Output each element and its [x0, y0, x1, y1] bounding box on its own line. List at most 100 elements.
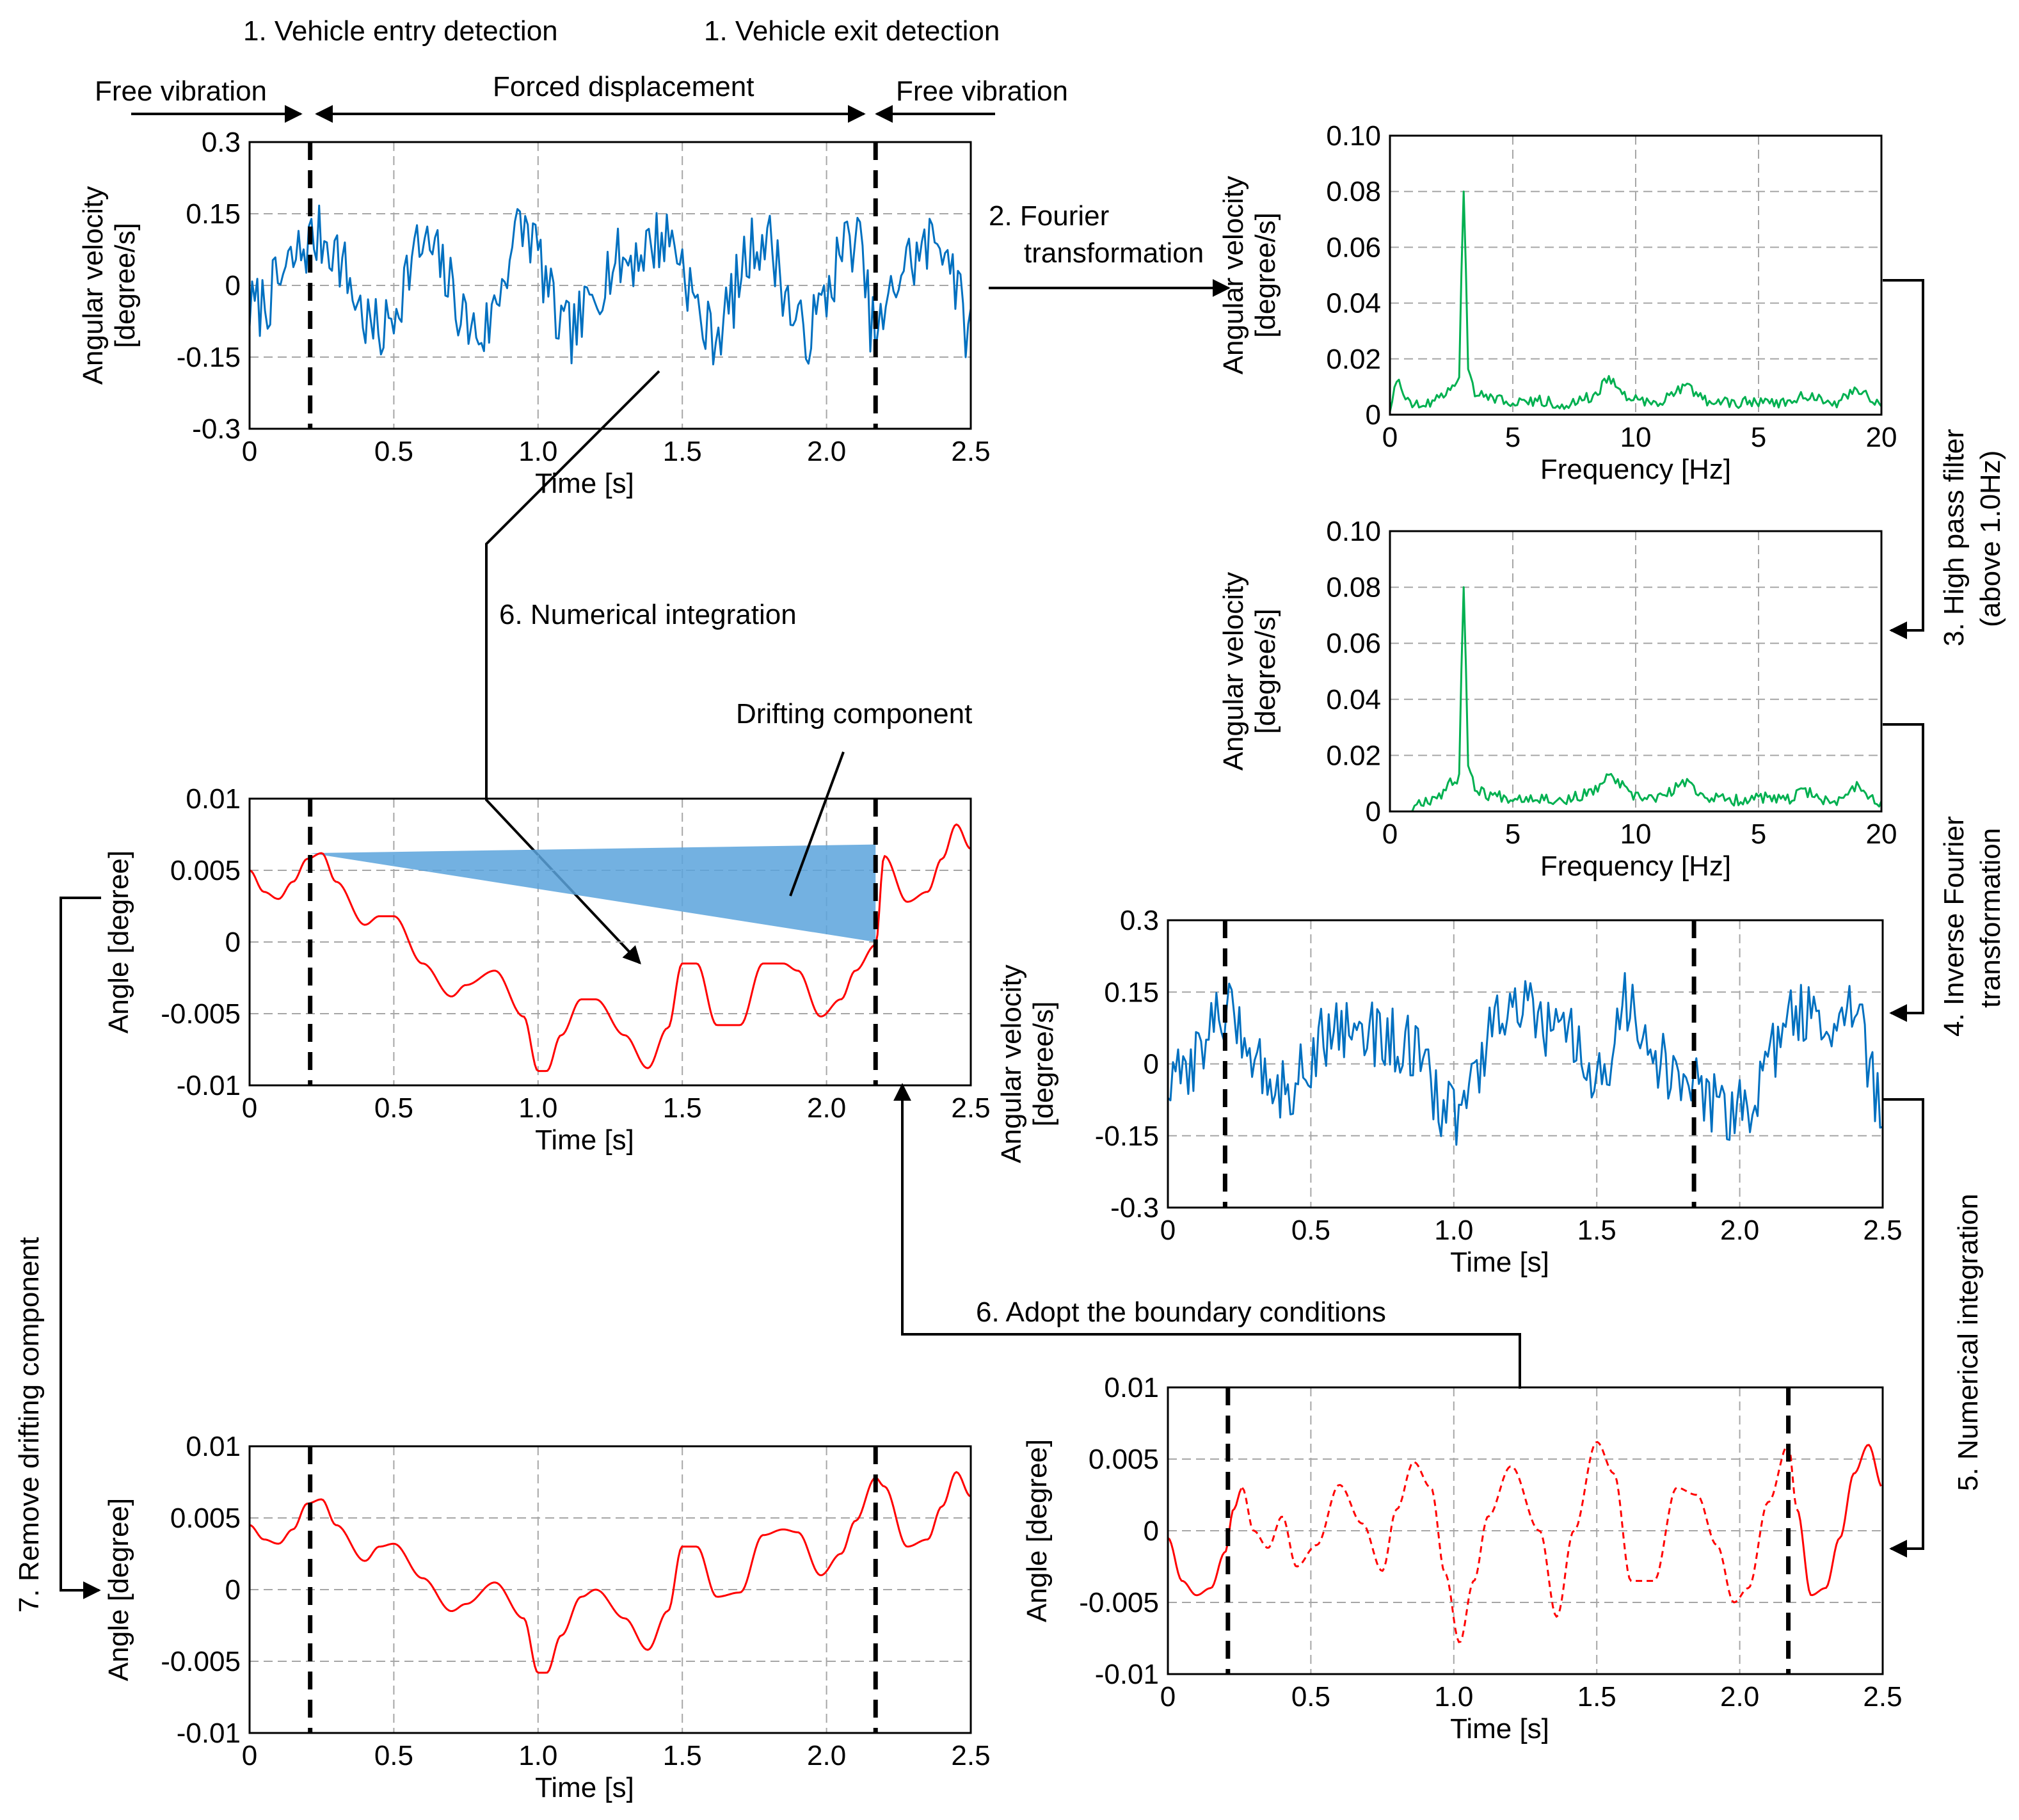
fourier-label-line1: 2. Fourier	[989, 200, 1109, 232]
series-line	[249, 823, 971, 1073]
x-tick-label: 0	[1382, 818, 1398, 850]
hpf-label-line2: (above 1.0Hz)	[1975, 451, 2006, 627]
x-axis-label: Time [s]	[535, 468, 634, 499]
y-tick-label: 0	[225, 1574, 241, 1606]
exit-detection-label: 1. Vehicle exit detection	[704, 15, 1000, 47]
x-tick-label: 1.0	[518, 1092, 557, 1124]
x-tick-label: 0	[242, 1092, 257, 1124]
y-tick-label: 0.005	[170, 1503, 241, 1534]
y-tick-label: -0.15	[1095, 1121, 1159, 1152]
x-axis-label: Time [s]	[1450, 1247, 1549, 1278]
y-tick-label: 0.3	[1120, 905, 1159, 936]
y-tick-label: 0.01	[1104, 1372, 1159, 1403]
y-tick-label: 0.3	[202, 127, 241, 158]
plot-frame	[248, 797, 972, 1087]
plot-frame	[1167, 1386, 1884, 1675]
y-axis-label-unit: [degree/s]	[1250, 609, 1281, 734]
remove-drift-arrow	[60, 897, 101, 1599]
y-tick-label: -0.005	[161, 1646, 241, 1677]
y-tick-label: -0.3	[192, 413, 241, 445]
y-tick-label: 0	[1366, 796, 1381, 827]
hpf-label-line1: 3. High pass filter	[1938, 429, 1970, 646]
drifting-component-area	[310, 844, 876, 942]
y-axis-label: Angle [degree]	[103, 850, 134, 1034]
y-axis-label: Angular velocity	[996, 964, 1027, 1163]
y-axis-label-unit: [degree/s]	[1250, 212, 1281, 338]
y-axis-label-unit: [degree/s]	[109, 223, 141, 348]
chart-angle-with-drift: 0 0.5 1.0 1.5 2.0 2.5 0.01 0.005 0 -0.005 -0.01 Tim…	[103, 783, 991, 1156]
y-tick-label: 0.005	[1089, 1444, 1159, 1475]
x-tick-label: 2.0	[807, 1092, 846, 1124]
remove-drift-label: 7. Remove drifting component	[13, 1237, 45, 1613]
x-tick-label: 1.5	[1577, 1215, 1616, 1246]
chart-reconstructed-angular-velocity: 0 0.5 1.0 1.5 2.0 2.5 0.3 0.15 0 -0.15 -0.3 Time [s…	[996, 905, 1903, 1278]
y-tick-label: 0.02	[1326, 344, 1381, 375]
ift-label-line1: 4. Inverse Fourier	[1938, 816, 1970, 1037]
chart-fourier-spectrum: 0 5 10 5 20 0.10 0.08 0.06 0.04 0.02 0 Frequency [H…	[1218, 120, 1897, 485]
x-tick-label: 2.5	[1863, 1681, 1902, 1712]
x-axis-label: Time [s]	[535, 1772, 634, 1803]
x-axis-label: Time [s]	[535, 1124, 634, 1156]
series-line	[1167, 972, 1883, 1146]
x-tick-label: 1.0	[518, 436, 557, 467]
y-tick-label: 0.06	[1326, 628, 1381, 659]
x-tick-label: 1.5	[663, 1092, 702, 1124]
y-tick-label: 0.08	[1326, 176, 1381, 207]
y-tick-label: -0.15	[177, 342, 241, 373]
x-tick-label: 0.5	[374, 1740, 413, 1771]
x-tick-label: 2.0	[807, 436, 846, 467]
numint5-label: 5. Numerical integration	[1952, 1193, 1984, 1491]
series-line	[1390, 586, 1883, 813]
y-tick-label: -0.3	[1110, 1192, 1159, 1224]
x-tick-label: 0	[1160, 1681, 1176, 1712]
y-tick-label: 0.10	[1326, 120, 1381, 152]
y-tick-label: 0.15	[186, 198, 241, 230]
y-tick-label: 0.08	[1326, 572, 1381, 603]
x-tick-label: 1.5	[1577, 1681, 1616, 1712]
y-tick-label: 0	[225, 270, 241, 301]
x-tick-label: 5	[1751, 422, 1766, 453]
free-vibration-left-label: Free vibration	[95, 76, 267, 107]
series-line	[1167, 1488, 1242, 1597]
x-tick-label: 0	[1160, 1215, 1176, 1246]
x-tick-label: 20	[1866, 422, 1897, 453]
y-tick-label: 0.06	[1326, 232, 1381, 263]
y-tick-label: -0.01	[177, 1070, 241, 1101]
x-tick-label: 1.5	[663, 1740, 702, 1771]
y-tick-label: 0.10	[1326, 516, 1381, 547]
chart-filtered-spectrum: 0 5 10 5 20 0.10 0.08 0.06 0.04 0.02 0 Frequency [H…	[1218, 516, 1897, 882]
fourier-label-line2: transformation	[1024, 237, 1204, 269]
series-line	[1241, 1441, 1798, 1643]
x-tick-label: 10	[1620, 422, 1652, 453]
boundary-conditions-label: 6. Adopt the boundary conditions	[976, 1297, 1386, 1328]
chart-integrated-angle: 0 0.5 1.0 1.5 2.0 2.5 0.01 0.005 0 -0.005 -0.01 Tim…	[1021, 1372, 1903, 1744]
y-tick-label: 0.15	[1104, 977, 1159, 1008]
y-axis-label: Angular velocity	[1218, 572, 1249, 771]
y-tick-label: 0	[225, 927, 241, 958]
x-tick-label: 0	[242, 436, 257, 467]
ift-label-line2: transformation	[1975, 828, 2006, 1008]
plot-frame	[248, 141, 972, 430]
x-tick-label: 0.5	[1291, 1215, 1330, 1246]
x-tick-label: 5	[1751, 818, 1766, 850]
y-tick-label: -0.005	[161, 998, 241, 1030]
numint6-label: 6. Numerical integration	[499, 599, 797, 630]
x-tick-label: 1.0	[1434, 1215, 1473, 1246]
x-tick-label: 0.5	[1291, 1681, 1330, 1712]
drifting-component-label: Drifting component	[736, 698, 972, 730]
x-axis-label: Time [s]	[1450, 1713, 1549, 1744]
y-tick-label: 0	[1144, 1049, 1159, 1080]
forced-displacement-label: Forced displacement	[493, 71, 754, 102]
y-tick-label: 0.02	[1326, 740, 1381, 771]
x-tick-label: 1.5	[663, 436, 702, 467]
drifting-component-pointer	[789, 751, 845, 897]
y-axis-label: Angle [degree]	[103, 1498, 134, 1681]
boundary-arrow	[893, 1083, 1521, 1389]
series-line	[1389, 190, 1883, 412]
x-tick-label: 0.5	[374, 1092, 413, 1124]
hpf-arrow	[1883, 279, 1924, 639]
plot-frame	[1389, 134, 1883, 416]
entry-detection-label: 1. Vehicle entry detection	[243, 15, 558, 47]
